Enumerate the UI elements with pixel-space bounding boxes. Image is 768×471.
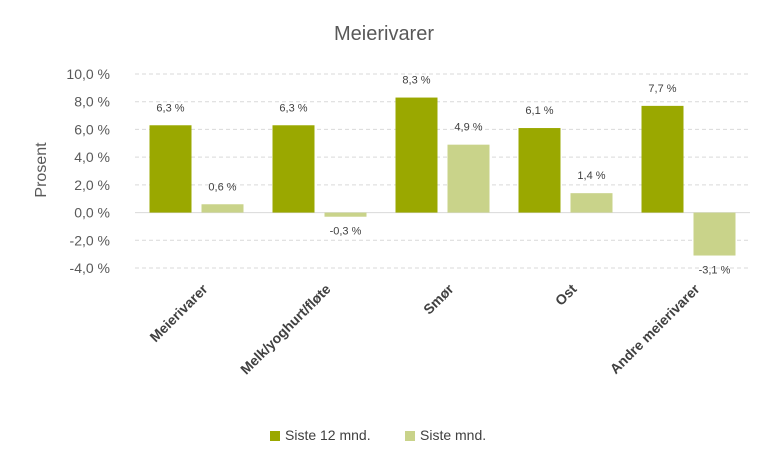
x-tick-label: Melk/yoghurt/fløte [237,281,334,378]
legend-swatch [405,431,415,441]
data-label: 6,3 % [156,102,184,114]
y-tick-label: 10,0 % [66,66,110,82]
bar-siste-12-mnd [149,125,192,213]
x-tick-label: Ost [552,281,580,309]
data-label: -3,1 % [699,265,731,277]
bar-siste-mnd [201,204,244,213]
legend: Siste 12 mnd. Siste mnd. [270,427,486,443]
x-axis-ticks: Meierivarer Melk/yoghurt/fløte Smør Ost Andr… [146,280,703,377]
bar-siste-12-mnd [272,125,315,213]
data-label: -0,3 % [330,226,362,238]
bar-siste-12-mnd [395,97,438,213]
chart-title: Meierivarer [334,23,434,45]
x-tick-label: Meierivarer [146,280,211,345]
y-tick-label: 8,0 % [74,94,110,110]
data-label: 4,9 % [454,122,482,134]
bar-siste-mnd [324,212,367,217]
y-axis-label: Prosent [33,142,50,198]
data-label: 8,3 % [402,75,430,87]
data-label: 1,4 % [577,170,605,182]
y-tick-label: 6,0 % [74,121,110,137]
data-label: 6,3 % [279,102,307,114]
y-tick-label: 2,0 % [74,177,110,193]
y-tick-label: 0,0 % [74,205,110,221]
y-tick-label: -4,0 % [70,260,110,276]
data-labels: 6,3 % 0,6 % 6,3 % -0,3 % 8,3 % 4,9 % 6,1 % 1,4 … [156,75,730,277]
legend-swatch [270,431,280,441]
bar-siste-mnd [447,144,490,213]
y-axis-ticks: -4,0 % -2,0 % 0,0 % 2,0 % 4,0 % 6,0 % 8,0 % 10,… [66,66,110,276]
x-tick-label: Andre meierivarer [607,280,703,376]
bar-siste-12-mnd [518,128,561,213]
legend-label: Siste 12 mnd. [285,427,371,443]
legend-label: Siste mnd. [420,427,486,443]
bars [149,97,736,256]
y-tick-label: -2,0 % [70,232,110,248]
y-tick-label: 4,0 % [74,149,110,165]
bar-siste-mnd [693,212,736,256]
x-tick-label: Smør [420,280,457,317]
data-label: 6,1 % [525,105,553,117]
bar-siste-mnd [570,193,613,213]
bar-siste-12-mnd [641,105,684,213]
data-label: 7,7 % [648,83,676,95]
data-label: 0,6 % [208,181,236,193]
